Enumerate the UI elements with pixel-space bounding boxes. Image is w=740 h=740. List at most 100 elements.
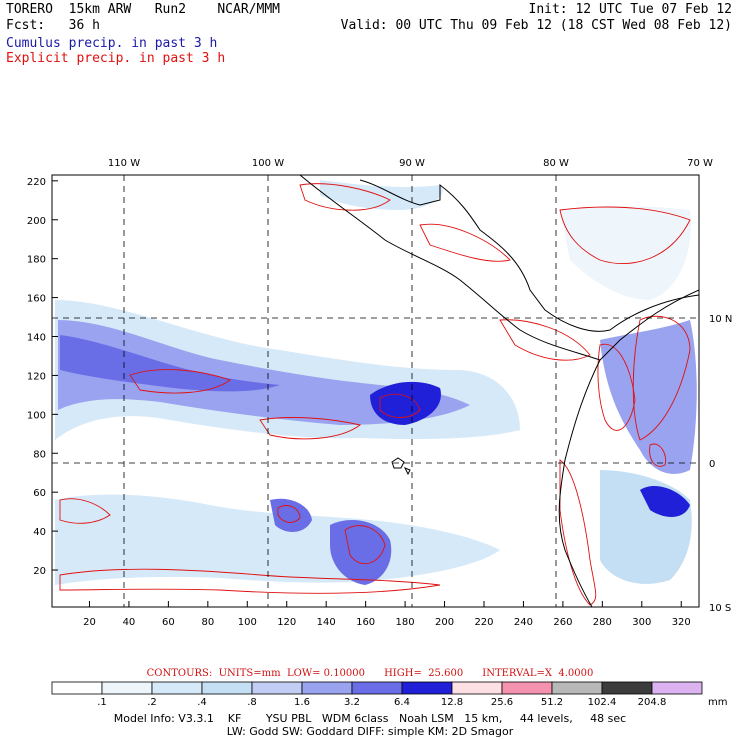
tick-marks: [52, 180, 682, 607]
precip-east-amazon: [600, 320, 697, 474]
y-tick-label: 220: [27, 177, 46, 188]
contour-5: [344, 525, 386, 565]
contour-14: [649, 443, 667, 467]
legend-swatch: [601, 681, 653, 695]
x-tick-label: 240: [514, 617, 533, 628]
legend-label: 102.4: [587, 697, 617, 708]
legend-label: .4: [197, 697, 207, 708]
organization: NCAR/MMM: [217, 2, 280, 17]
right-lat-labels: 10 N 0 10 S: [709, 314, 732, 614]
contour-7: [299, 183, 391, 211]
model-info-line1: Model Info: V3.3.1 KF YSU PBL WDM 6class…: [113, 712, 627, 725]
top-lon-labels: 110 W 100 W 90 W 80 W 70 W: [108, 158, 713, 169]
legend-label: 6.4: [394, 697, 410, 708]
lat-label-10s: 10 S: [709, 603, 731, 614]
x-tick-label: 100: [238, 617, 257, 628]
x-tick-label: 300: [632, 617, 651, 628]
x-tick-label: 120: [277, 617, 296, 628]
y-tick-label: 140: [27, 333, 46, 344]
x-tick-label: 180: [396, 617, 415, 628]
precip-cell-south-2: [330, 520, 392, 585]
header-title-line: TORERO 15km ARW Run2 NCAR/MMM: [6, 3, 280, 17]
x-tick-label: 40: [123, 617, 136, 628]
y-tick-labels: 20 40 60 80 100 120 140 160 180 200 220: [27, 177, 46, 577]
legend-label: .2: [147, 697, 157, 708]
lon-label-90w: 90 W: [399, 158, 425, 169]
forecast-hour: Fcst: 36 h: [6, 19, 100, 33]
contour-9: [559, 206, 691, 264]
legend-label: 3.2: [344, 697, 360, 708]
x-tick-label: 200: [435, 617, 454, 628]
legend-swatch: [51, 681, 103, 695]
legend-swatch: [401, 681, 453, 695]
cumulus-precip-label: Cumulus precip. in past 3 h: [6, 36, 218, 51]
legend-swatch: [451, 681, 503, 695]
precip-caribbean: [560, 206, 691, 300]
precip-core-east: [640, 485, 690, 517]
legend-swatch: [251, 681, 303, 695]
contour-4: [59, 568, 441, 594]
valid-time: Valid: 00 UTC Thu 09 Feb 12 (18 CST Wed …: [340, 18, 732, 33]
legend-label: 12.8: [440, 697, 464, 708]
x-tick-labels: 20 40 60 80 100 120 140 160 180 200 220 240 260 280 30…: [83, 617, 691, 628]
y-tick-label: 100: [27, 410, 46, 421]
contour-1: [129, 369, 231, 394]
contour-2: [259, 417, 362, 440]
contour-8: [419, 223, 511, 262]
legend-swatch: [351, 681, 403, 695]
legend-label: 51.2: [540, 697, 564, 708]
x-tick-label: 60: [162, 617, 175, 628]
run-name: Run2: [154, 2, 187, 17]
y-tick-label: 40: [33, 527, 46, 538]
y-tick-label: 180: [27, 255, 46, 266]
contour-3: [379, 393, 421, 418]
x-tick-label: 260: [553, 617, 572, 628]
contour-12: [632, 315, 691, 441]
x-tick-label: 160: [356, 617, 375, 628]
y-tick-label: 60: [33, 488, 46, 499]
lat-lon-grid: [52, 175, 699, 607]
model-info-line2: LW: Godd SW: Goddard DIFF: simple KM: 2D…: [226, 725, 514, 738]
x-tick-label: 80: [201, 617, 214, 628]
y-tick-label: 80: [33, 449, 46, 460]
lon-label-110w: 110 W: [108, 158, 140, 169]
model-name: TORERO: [6, 2, 53, 17]
y-tick-label: 200: [27, 216, 46, 227]
legend-unit: mm: [708, 697, 728, 708]
y-tick-label: 120: [27, 371, 46, 382]
y-tick-label: 160: [27, 294, 46, 305]
lon-label-70w: 70 W: [687, 158, 713, 169]
legend-swatch: [501, 681, 553, 695]
legend-swatch: [651, 681, 703, 695]
legend-swatch: [301, 681, 353, 695]
legend-label: .1: [97, 697, 107, 708]
x-tick-label: 280: [593, 617, 612, 628]
legend-swatch: [151, 681, 203, 695]
legend-label: 25.6: [490, 697, 514, 708]
map-frame: [51, 174, 700, 608]
legend-swatch: [201, 681, 253, 695]
lat-label-10n: 10 N: [709, 314, 732, 325]
y-tick-label: 20: [33, 566, 46, 577]
init-time: Init: 12 UTC Tue 07 Feb 12: [528, 2, 733, 17]
lon-label-80w: 80 W: [543, 158, 569, 169]
contour-13: [559, 459, 597, 606]
resolution: 15km ARW: [68, 2, 132, 17]
precip-band-strong-west: [60, 335, 280, 392]
legend-label: 1.6: [294, 697, 310, 708]
legend-swatch: [101, 681, 153, 695]
legend-swatch: [551, 681, 603, 695]
coast-central-america-pacific: [299, 175, 699, 361]
x-tick-label: 320: [672, 617, 691, 628]
explicit-precip-contours: [59, 183, 691, 606]
galapagos-islands: [391, 457, 411, 476]
coastlines: [299, 175, 699, 607]
forecast-label: Fcst:: [6, 18, 46, 33]
contour-6: [277, 505, 301, 523]
legend-label: 204.8: [637, 697, 667, 708]
contour-10: [499, 319, 591, 361]
lat-label-0: 0: [709, 459, 715, 470]
x-tick-label: 220: [474, 617, 493, 628]
coast-central-america-caribbean: [359, 179, 699, 332]
